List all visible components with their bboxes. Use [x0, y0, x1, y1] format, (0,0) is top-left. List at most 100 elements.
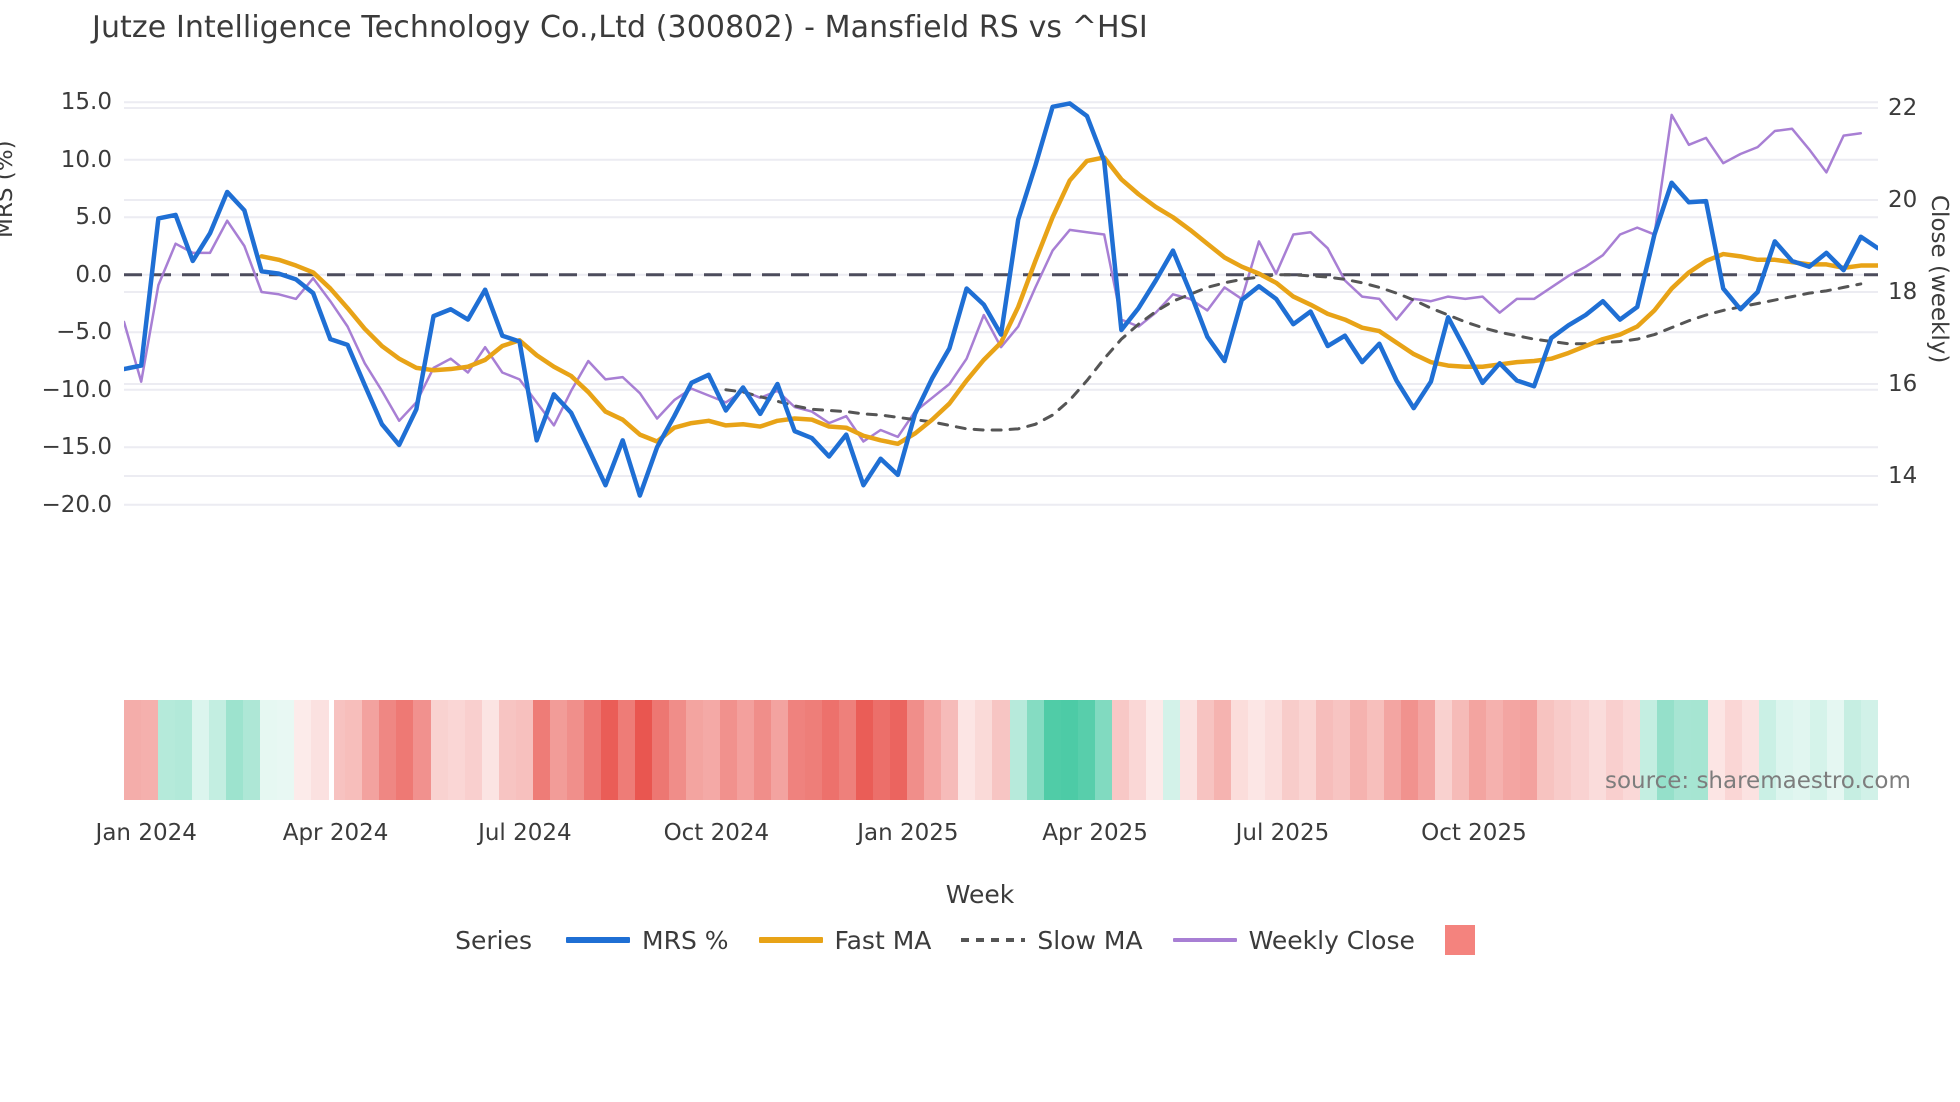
heatmap-cell: [209, 700, 227, 800]
heatmap-cell: [788, 700, 806, 800]
heatmap-cell: [334, 700, 346, 800]
legend-entry-fast-ma[interactable]: Fast MA: [758, 925, 932, 955]
x-tick: Jul 2025: [1235, 820, 1330, 846]
legend-label: Fast MA: [834, 925, 932, 955]
legend-entry-weekly-close[interactable]: Weekly Close: [1172, 925, 1415, 955]
y-tick-right: 22: [1888, 95, 1918, 121]
heatmap-cell: [158, 700, 176, 800]
y-tick-left: 10.0: [60, 146, 112, 173]
heatmap-cell: [1809, 700, 1828, 800]
x-tick: Jan 2025: [857, 820, 959, 846]
heatmap-cell: [1452, 700, 1470, 800]
heatmap-cell: [481, 700, 500, 800]
series-line-weekly-close: [124, 113, 1863, 443]
heatmap-cell: [890, 700, 908, 800]
heatmap-cell: [1128, 700, 1147, 800]
heatmap-cell: [1367, 700, 1385, 800]
legend-label: Slow MA: [1037, 925, 1143, 955]
y-tick-left: −15.0: [41, 434, 112, 461]
heatmap-cell: [668, 700, 687, 800]
heatmap-cell: [260, 700, 278, 800]
x-tick: Oct 2025: [1421, 820, 1527, 846]
heatmap-cell: [1605, 700, 1624, 800]
y-tick-right: 18: [1888, 279, 1918, 305]
heatmap-cell: [1690, 700, 1709, 800]
heatmap-cell: [1060, 700, 1079, 800]
series-line-slow-ma: [724, 273, 1863, 432]
heatmap-cell: [651, 700, 670, 800]
heatmap-cell: [413, 700, 431, 800]
heatmap-cell: [226, 700, 244, 800]
heatmap-cell: [362, 700, 380, 800]
y-tick-left: 15.0: [60, 89, 112, 116]
y-tick-right: 14: [1888, 463, 1918, 489]
heatmap-cell: [975, 700, 993, 800]
heatmap-cell: [1435, 700, 1453, 800]
heatmap-cell: [1520, 700, 1538, 800]
legend-heatmap-swatch: [1444, 925, 1475, 955]
heatmap-cell: [992, 700, 1010, 800]
heatmap-cell: [1077, 700, 1096, 800]
heatmap-cell: [1213, 700, 1232, 800]
heatmap-cell: [1196, 700, 1215, 800]
heatmap-cell: [1826, 700, 1845, 800]
y-tick-right: 16: [1888, 371, 1918, 397]
heatmap-cell: [1537, 700, 1555, 800]
legend-title: Series: [455, 925, 533, 955]
heatmap-cell: [1281, 700, 1300, 800]
heatmap-cell: [1333, 700, 1351, 800]
heatmap-cell: [430, 700, 449, 800]
series-line-fast-ma: [259, 155, 1878, 447]
legend-entry-mrs[interactable]: MRS %: [566, 926, 729, 955]
heatmap-cell: [1043, 700, 1062, 800]
heatmap-cell: [243, 700, 261, 800]
y-tick-left: 0.0: [75, 261, 112, 288]
heatmap-cell: [839, 700, 857, 800]
plot-area: [124, 85, 1878, 522]
x-tick: Apr 2024: [282, 820, 389, 846]
x-tick: Oct 2024: [663, 820, 770, 846]
heatmap-cell: [532, 700, 551, 800]
heatmap-cell: [1145, 700, 1164, 800]
y-tick-left: −20.0: [41, 491, 112, 518]
heatmap-cell: [447, 700, 466, 800]
heatmap-cell: [175, 700, 193, 800]
series-line-mrs: [124, 101, 1878, 498]
heatmap-cell: [754, 700, 772, 800]
heatmap-cell: [1724, 700, 1743, 800]
heatmap-cell: [1264, 700, 1283, 800]
heatmap-cell: [1179, 700, 1198, 800]
heatmap-cell: [1741, 700, 1760, 800]
heatmap-cell: [1299, 700, 1317, 800]
heatmap-cell: [1401, 700, 1419, 800]
heatmap-cell: [1486, 700, 1504, 800]
heatmap-cell: [1230, 700, 1249, 800]
dashed-line-icon: [961, 938, 1026, 942]
heatmap-cell: [1026, 700, 1045, 800]
heatmap-cell: [822, 700, 840, 800]
heatmap-cell: [277, 700, 295, 800]
heatmap-cell: [1316, 700, 1334, 800]
heatmap-cell: [1418, 700, 1436, 800]
heatmap-cell: [1792, 700, 1811, 800]
legend-label: Weekly Close: [1248, 925, 1415, 955]
heatmap-cell: [464, 700, 483, 800]
x-tick: Jul 2024: [478, 820, 572, 846]
heatmap-cell: [1656, 700, 1675, 800]
y-tick-left: −5.0: [56, 319, 112, 346]
heatmap-cell: [1111, 700, 1130, 800]
y-tick-left: −10.0: [41, 376, 112, 403]
heatmap-cell: [1639, 700, 1658, 800]
heatmap-cell: [805, 700, 823, 800]
heatmap-cell: [311, 700, 329, 800]
heatmap-cell: [1247, 700, 1266, 800]
legend-entry-slow-ma[interactable]: Slow MA: [961, 925, 1143, 955]
legend-entry-swatch[interactable]: [1444, 925, 1475, 955]
heatmap-cell: [617, 700, 636, 800]
heatmap-cell: [771, 700, 789, 800]
series-plot: [124, 101, 1878, 506]
heatmap-cell: [379, 700, 397, 800]
heatmap-cell: [1503, 700, 1521, 800]
heatmap-cell: [345, 700, 363, 800]
